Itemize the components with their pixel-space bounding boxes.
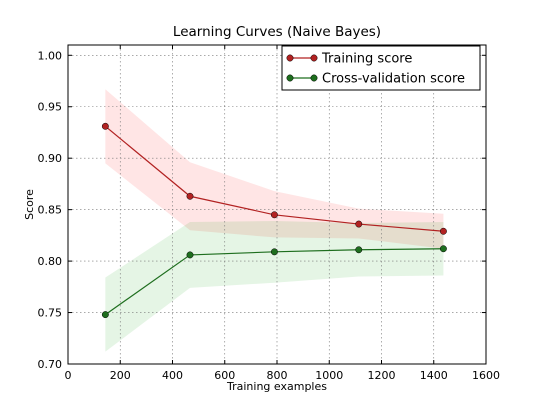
series-0-point xyxy=(270,211,278,219)
y-tick-label: 1.00 xyxy=(38,49,63,62)
legend-label-1: Cross-validation score xyxy=(322,72,465,87)
y-tick-label: 0.85 xyxy=(38,204,63,217)
series-0-point xyxy=(439,227,447,235)
legend: Training score Cross-validation score xyxy=(281,45,481,91)
legend-marker xyxy=(286,74,294,82)
x-tick-label: 200 xyxy=(110,369,131,382)
legend-box xyxy=(281,45,481,91)
y-tick-label: 0.80 xyxy=(38,255,63,268)
series-points xyxy=(101,122,447,319)
series-0-point xyxy=(101,122,109,130)
series-1-point xyxy=(270,248,278,256)
y-tick-labels: 0.70 0.75 0.80 0.85 0.90 0.95 1.00 xyxy=(38,49,63,371)
legend-marker xyxy=(310,54,318,62)
x-tick-label: 0 xyxy=(65,369,72,382)
x-axis-label: Training examples xyxy=(226,380,327,393)
y-axis-label: Score xyxy=(23,189,36,220)
x-tick-label: 800 xyxy=(267,369,288,382)
series-1-point xyxy=(355,246,363,254)
legend-marker xyxy=(310,74,318,82)
series-0-point xyxy=(355,220,363,228)
series-1-point xyxy=(439,245,447,253)
y-tick-label: 0.95 xyxy=(38,101,63,114)
legend-marker xyxy=(286,54,294,62)
y-tick-label: 0.70 xyxy=(38,358,63,371)
std-band-1 xyxy=(105,220,444,352)
x-tick-label: 600 xyxy=(214,369,235,382)
series-1-point xyxy=(186,251,194,259)
x-tick-label: 1200 xyxy=(368,369,396,382)
x-tick-labels: 0 200 400 600 800 1000 1200 1400 1600 xyxy=(65,369,501,382)
axis-ticks xyxy=(67,45,487,365)
x-tick-label: 1000 xyxy=(315,369,343,382)
x-tick-label: 1600 xyxy=(472,369,500,382)
x-tick-label: 1400 xyxy=(420,369,448,382)
legend-label-0: Training score xyxy=(321,52,412,67)
x-tick-label: 400 xyxy=(162,369,183,382)
y-tick-label: 0.75 xyxy=(38,307,63,320)
std-band-0 xyxy=(105,89,444,249)
y-tick-label: 0.90 xyxy=(38,152,63,165)
series-0-point xyxy=(186,192,194,200)
series-1-point xyxy=(101,311,109,319)
chart-title: Learning Curves (Naive Bayes) xyxy=(173,24,381,40)
